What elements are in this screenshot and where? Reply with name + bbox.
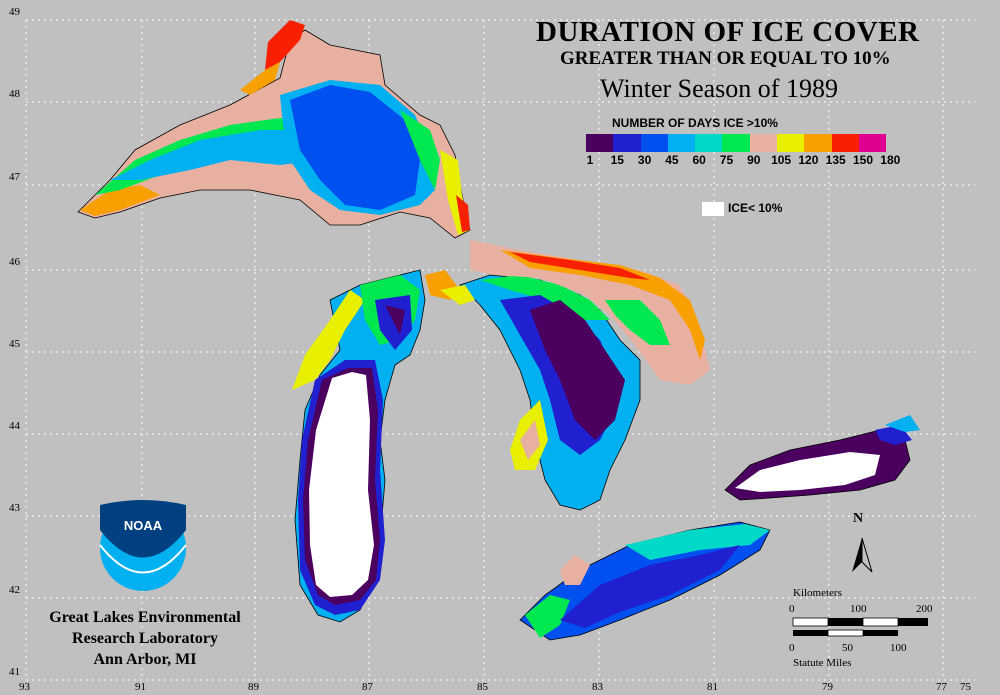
noaa-logo xyxy=(99,500,187,591)
lake-ontario xyxy=(724,415,920,501)
longitude-85: 85 xyxy=(477,681,488,693)
legend-swatch-7 xyxy=(777,134,805,152)
legend-swatch-1 xyxy=(613,134,641,152)
longitude-93: 93 xyxy=(19,681,30,693)
longitude-77: 77 xyxy=(936,681,947,693)
km-label: Kilometers xyxy=(793,587,842,599)
latitude-49: 49 xyxy=(9,6,20,18)
ice-less-swatch xyxy=(702,202,724,216)
longitude-91: 91 xyxy=(135,681,146,693)
longitude-87: 87 xyxy=(362,681,373,693)
legend-tick-75: 75 xyxy=(719,153,734,167)
km-tick-100: 100 xyxy=(850,603,867,615)
lake-michigan xyxy=(292,269,426,623)
latitude-45: 45 xyxy=(9,338,20,350)
legend-swatch-0 xyxy=(586,134,614,152)
latitude-42: 42 xyxy=(9,584,20,596)
lake-superior xyxy=(77,20,471,239)
legend-tick-45: 45 xyxy=(665,153,679,167)
legend-swatch-2 xyxy=(640,134,668,152)
legend-swatch-5 xyxy=(722,134,750,152)
legend-color-bar xyxy=(586,134,887,152)
lake-erie xyxy=(519,521,771,641)
legend-swatch-9 xyxy=(831,134,859,152)
scale-bar xyxy=(792,617,928,637)
legend-tick-150: 150 xyxy=(852,153,874,167)
legend-tick-120: 120 xyxy=(798,153,819,167)
legend-swatch-6 xyxy=(749,134,778,152)
latitude-43: 43 xyxy=(9,502,20,514)
legend-tick-180: 180 xyxy=(880,153,901,167)
lake-huron xyxy=(425,240,710,511)
longitude-81: 81 xyxy=(707,681,718,693)
latitude-41: 41 xyxy=(9,666,20,678)
latitude-44: 44 xyxy=(9,420,20,432)
legend-tick-90: 90 xyxy=(747,153,761,167)
latitude-47: 47 xyxy=(9,171,20,183)
ice-less-label: ICE< 10% xyxy=(728,201,783,215)
legend-tick-1: 1 xyxy=(586,153,594,167)
legend-tick-60: 60 xyxy=(692,153,706,167)
legend-tick-135: 135 xyxy=(825,153,846,167)
legend-swatch-10 xyxy=(858,134,887,152)
longitude-83: 83 xyxy=(592,681,603,693)
km-tick-200: 200 xyxy=(916,603,933,615)
north-arrow xyxy=(852,537,873,573)
latitude-48: 48 xyxy=(9,88,20,100)
map-subtitle: GREATER THAN OR EQUAL TO 10% xyxy=(560,48,891,69)
org-line-3: Ann Arbor, MI xyxy=(93,651,197,668)
longitude-89: 89 xyxy=(248,681,259,693)
legend-tick-15: 15 xyxy=(610,153,624,167)
legend-swatch-3 xyxy=(667,134,696,152)
mi-label: Statute Miles xyxy=(793,657,852,669)
map-title: DURATION OF ICE COVER xyxy=(536,16,920,48)
longitude-79: 79 xyxy=(822,681,833,693)
org-line-2: Research Laboratory xyxy=(72,630,218,647)
km-tick-0: 0 xyxy=(789,603,795,615)
mi-tick-0: 0 xyxy=(789,642,795,654)
noaa-logo-text: NOAA xyxy=(123,518,163,533)
mi-tick-50: 50 xyxy=(842,642,853,654)
mi-tick-100: 100 xyxy=(890,642,907,654)
longitude-75: 75 xyxy=(960,681,971,693)
legend-swatch-8 xyxy=(804,134,832,152)
north-label: N xyxy=(853,511,864,526)
legend-tick-105: 105 xyxy=(771,153,792,167)
legend-swatch-4 xyxy=(695,134,723,152)
season-label: Winter Season of 1989 xyxy=(600,74,838,103)
org-line-1: Great Lakes Environmental xyxy=(49,609,241,626)
legend-title: NUMBER OF DAYS ICE >10% xyxy=(612,116,778,130)
legend-tick-30: 30 xyxy=(637,153,652,167)
latitude-46: 46 xyxy=(9,256,20,268)
